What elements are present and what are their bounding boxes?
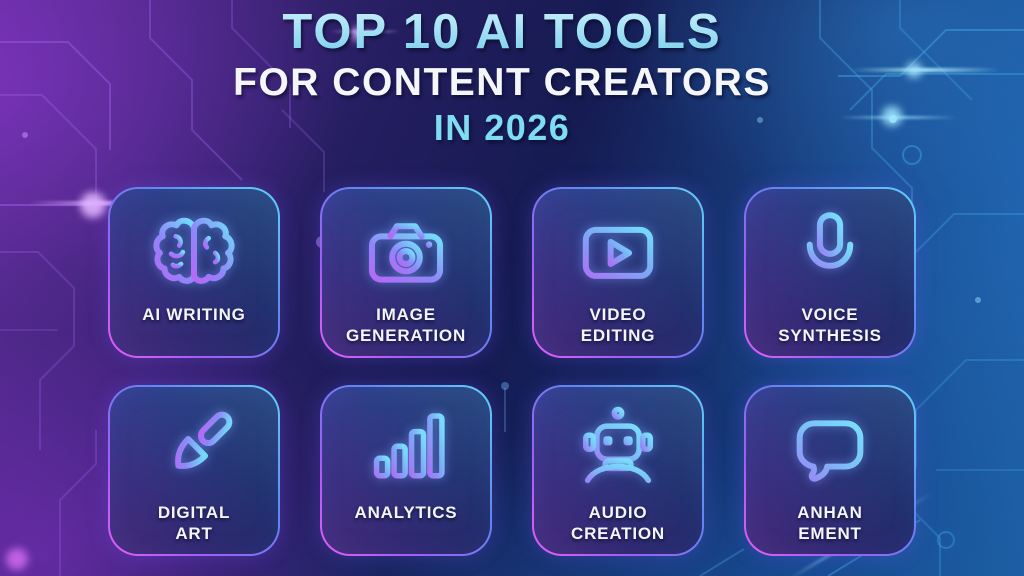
page-subtitle: FOR CONTENT CREATORS	[233, 60, 771, 104]
card-label: IMAGE GENERATION	[345, 305, 467, 346]
page-title: TOP 10 AI TOOLS	[0, 5, 1004, 60]
card-anhanement: ANHAN EMENT	[744, 385, 916, 556]
light-streak	[330, 30, 400, 33]
card-label: AI WRITING	[142, 305, 246, 324]
glow-dot	[882, 106, 902, 126]
card-digital-art: DIGITAL ART	[108, 385, 280, 556]
tools-grid: AI WRITING	[108, 187, 916, 556]
card-image-generation: IMAGE GENERATION	[320, 187, 492, 358]
card-label: DIGITAL ART	[157, 503, 231, 544]
card-analytics: ANALYTICS	[320, 385, 492, 556]
brain-icon	[146, 201, 242, 303]
card-label: ANALYTICS	[354, 503, 458, 522]
glow-dot	[80, 192, 106, 218]
microphone-icon	[782, 201, 878, 303]
card-label: VIDEO EDITING	[580, 305, 656, 346]
card-audio-creation: AUDIO CREATION	[532, 385, 704, 556]
card-ai-writing: AI WRITING	[108, 187, 280, 358]
card-voice-synthesis: VOICE SYNTHESIS	[744, 187, 916, 358]
glow-dot	[350, 27, 364, 41]
card-label: VOICE SYNTHESIS	[778, 305, 882, 346]
card-video-editing: VIDEO EDITING	[532, 187, 704, 358]
speech-bubble-icon	[782, 399, 878, 501]
robot-icon	[570, 399, 666, 501]
card-label: AUDIO CREATION	[571, 503, 665, 544]
paintbrush-icon	[146, 399, 242, 501]
light-streak	[850, 68, 1000, 72]
glow-dot	[6, 548, 28, 570]
page-year: IN 2026	[433, 106, 571, 148]
camera-icon	[358, 201, 454, 303]
bar-chart-icon	[358, 399, 454, 501]
card-label: ANHAN EMENT	[797, 503, 863, 544]
header: TOP 10 AI TOOLS FOR CONTENT CREATORS IN …	[0, 5, 1004, 147]
video-play-icon	[570, 201, 666, 303]
glow-dot	[906, 62, 922, 78]
